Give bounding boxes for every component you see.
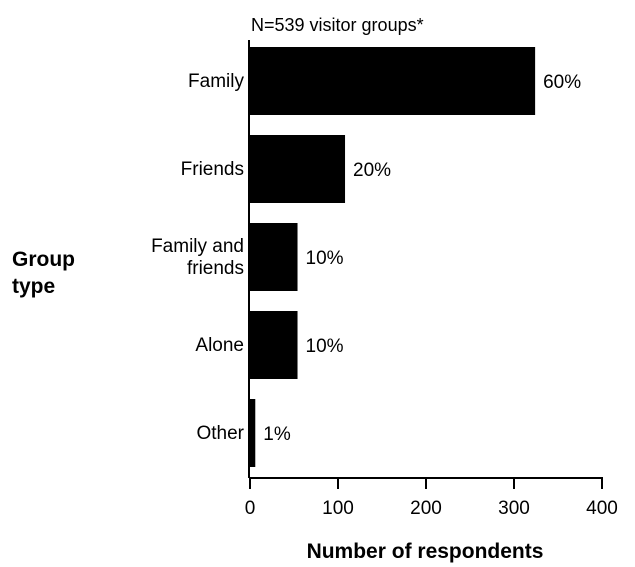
x-axis-ticks: 0 100 200 300 400 xyxy=(245,478,618,519)
data-label: 20% xyxy=(353,160,391,181)
x-tick-label: 300 xyxy=(498,498,530,519)
bar xyxy=(250,311,298,379)
x-tick-label: 0 xyxy=(245,498,256,519)
x-tick-label: 100 xyxy=(322,498,354,519)
category-label-line: Friends xyxy=(181,159,244,180)
category-label-line: friends xyxy=(187,258,244,279)
bar xyxy=(250,135,346,203)
x-tick-label: 200 xyxy=(410,498,442,519)
bar xyxy=(250,399,256,467)
category-label: Alone xyxy=(195,335,244,356)
category-label: Other xyxy=(196,423,244,444)
y-axis-label: Group type xyxy=(12,248,81,298)
data-label: 60% xyxy=(543,72,581,93)
category-label: Friends xyxy=(181,159,244,180)
y-axis-label-line-1: Group xyxy=(12,248,75,271)
x-axis-label: Number of respondents xyxy=(307,540,544,563)
data-label: 10% xyxy=(306,248,344,269)
category-label-line: Alone xyxy=(195,335,244,356)
bar xyxy=(250,47,536,115)
data-label: 10% xyxy=(306,336,344,357)
y-axis-label-line-2: type xyxy=(12,275,55,298)
category-label-line: Family xyxy=(188,71,244,92)
bar-series: Family 60% Friends 20% Family and friends 10% A… xyxy=(151,47,581,467)
category-label-line: Family and xyxy=(151,236,244,257)
bar xyxy=(250,223,298,291)
category-label: Family and friends xyxy=(151,236,244,279)
category-label-line: Other xyxy=(196,423,244,444)
category-label: Family xyxy=(188,71,244,92)
x-tick-label: 400 xyxy=(586,498,618,519)
chart-subtitle: N=539 visitor groups* xyxy=(251,15,424,35)
data-label: 1% xyxy=(263,424,291,445)
